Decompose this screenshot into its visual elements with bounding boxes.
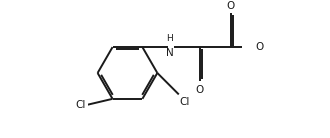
Text: Cl: Cl (76, 100, 86, 110)
Text: O: O (226, 1, 235, 11)
Text: O: O (196, 85, 204, 95)
Text: H: H (166, 34, 173, 43)
Text: Cl: Cl (180, 97, 190, 107)
Text: O: O (256, 42, 264, 52)
Text: N: N (166, 48, 174, 58)
